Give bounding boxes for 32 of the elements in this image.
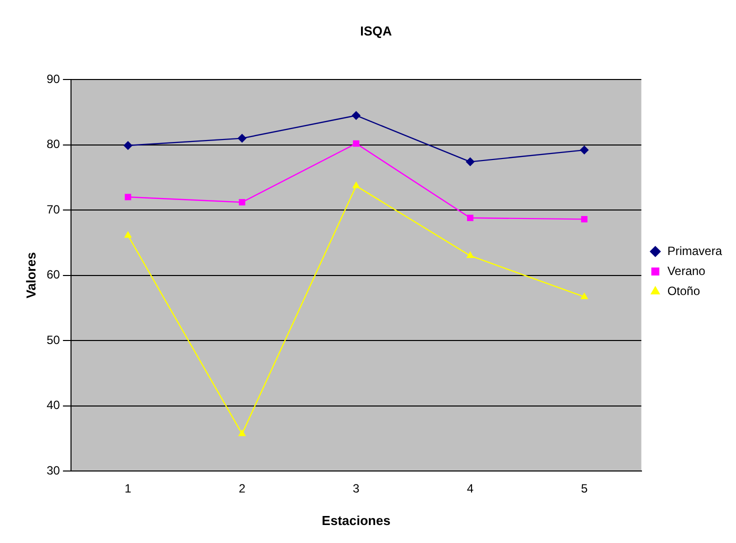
point: [467, 214, 474, 222]
point: [352, 140, 360, 147]
legend-label: Verano: [667, 264, 706, 278]
y-tick-label: 80: [46, 137, 60, 152]
y-tick-label: 40: [46, 398, 60, 412]
point: [466, 251, 474, 258]
y-tick-label: 50: [46, 332, 60, 347]
point: [581, 216, 588, 222]
x-tick-label: 1: [124, 482, 132, 496]
legend-label: Otoño: [667, 284, 700, 298]
legend-label: Primavera: [667, 244, 722, 258]
y-tick-label: 90: [46, 72, 60, 86]
point: [580, 292, 588, 300]
point: [238, 134, 247, 143]
y-tick-label: 70: [46, 202, 60, 216]
point: [124, 231, 132, 238]
y-tick-label: 60: [46, 268, 60, 282]
point: [352, 110, 361, 120]
x-axis-title: Estaciones: [322, 512, 390, 528]
point: [466, 157, 475, 166]
y-tick-label: 30: [46, 463, 60, 478]
x-tick-label: 5: [580, 482, 588, 496]
x-tick-label: 2: [238, 482, 246, 496]
point: [352, 181, 360, 188]
point: [238, 199, 246, 206]
point: [238, 429, 246, 436]
x-tick-label: 4: [466, 482, 474, 496]
x-tick-label: 3: [352, 482, 360, 496]
point: [123, 140, 132, 150]
point: [580, 146, 589, 155]
chart-title: ISQA: [360, 23, 392, 38]
y-axis-title: Valores: [23, 252, 38, 298]
